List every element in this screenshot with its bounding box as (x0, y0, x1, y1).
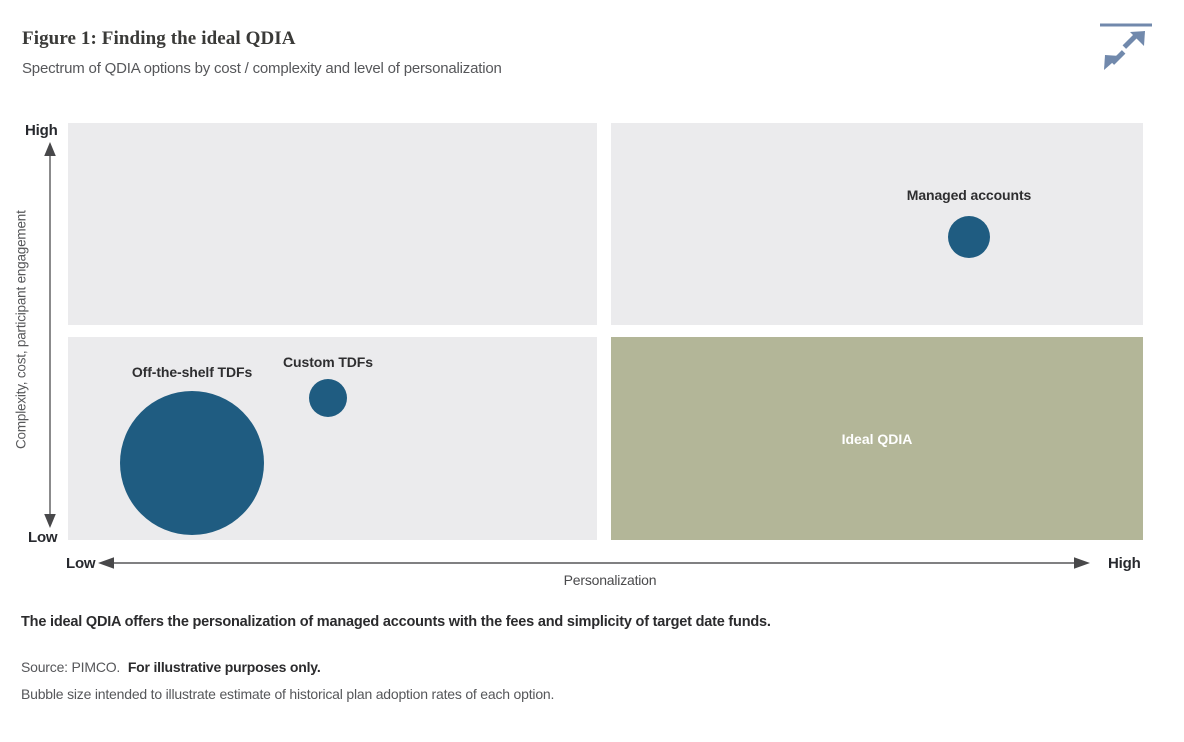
quadrant-ideal-qdia: Ideal QDIA (611, 337, 1143, 540)
managed-accounts-bubble (948, 216, 990, 258)
managed-accounts-label: Managed accounts (906, 187, 1032, 203)
x-axis-title: Personalization (563, 572, 657, 588)
source-disclaimer: For illustrative purposes only. (127, 659, 321, 675)
quadrant-chart: Ideal QDIA Off-the-shelf TDFs Custom TDF… (68, 123, 1143, 540)
source-text: Source: PIMCO. (21, 659, 121, 675)
figure-subtitle: Spectrum of QDIA options by cost / compl… (22, 60, 502, 77)
expand-icon (1096, 23, 1154, 77)
y-axis-arrow-icon (43, 142, 57, 533)
bubble-size-note: Bubble size intended to illustrate estim… (21, 686, 555, 702)
quadrant-top-left (68, 123, 597, 325)
y-axis-title: Complexity, cost, participant engagement (13, 210, 29, 450)
figure-title: Figure 1: Finding the ideal QDIA (22, 28, 296, 49)
x-axis-arrow-icon (98, 556, 1090, 575)
quadrant-top-right (611, 123, 1143, 325)
y-axis-low-label: Low (28, 529, 58, 546)
x-axis-high-label: High (1108, 555, 1141, 572)
source-line: Source: PIMCO. For illustrative purposes… (21, 659, 321, 675)
custom-tdfs-label: Custom TDFs (283, 354, 373, 370)
custom-tdfs-bubble (309, 379, 347, 417)
y-axis-high-label: High (25, 122, 58, 139)
x-axis-low-label: Low (66, 555, 96, 572)
ideal-qdia-label: Ideal QDIA (841, 430, 913, 447)
off-the-shelf-tdfs-bubble (120, 391, 264, 535)
figure-takeaway: The ideal QDIA offers the personalizatio… (21, 614, 771, 630)
off-the-shelf-tdfs-label: Off-the-shelf TDFs (131, 364, 253, 380)
expand-button[interactable] (1096, 18, 1154, 74)
